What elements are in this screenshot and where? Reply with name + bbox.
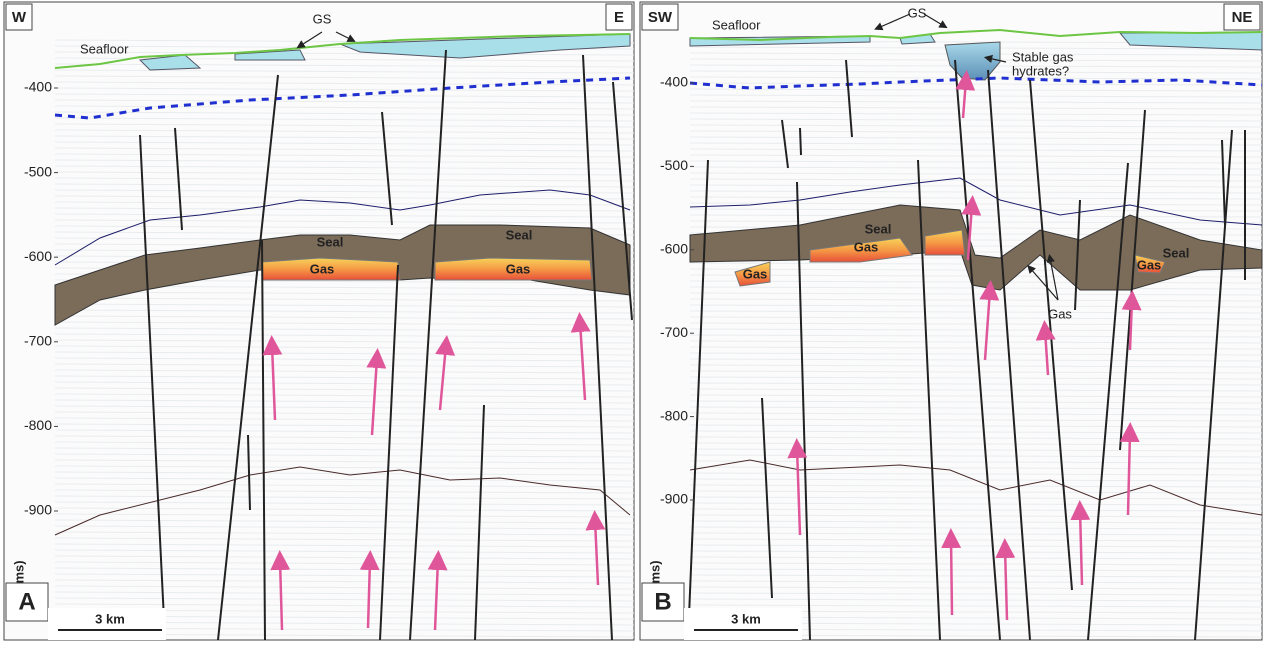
panels: -400-500-600-700-800-900TWT (ms)WEA3 kmS…	[4, 2, 1262, 640]
annotation: Gas	[506, 261, 531, 276]
figure: -400-500-600-700-800-900TWT (ms)WEA3 kmS…	[0, 0, 1264, 643]
annotation: Seal	[865, 221, 892, 236]
y-tick-label: -700	[24, 333, 52, 349]
corner-label: NE	[1232, 9, 1253, 26]
y-tick-label: -800	[24, 417, 52, 433]
scale-bar-label: 3 km	[95, 611, 125, 626]
corner-label: E	[614, 9, 624, 26]
annotation: Gas	[310, 261, 335, 276]
fault	[800, 128, 801, 155]
y-tick-label: -900	[24, 502, 52, 518]
annotation: Seafloor	[712, 17, 761, 32]
y-tick-label: -400	[24, 79, 52, 95]
panel-label: A	[18, 588, 35, 615]
y-tick-label: -600	[24, 248, 52, 264]
annotation: Stable gas	[1012, 49, 1074, 64]
y-tick-label: -900	[660, 491, 688, 507]
scale-bar-label: 3 km	[731, 611, 761, 626]
annotation: Seal	[317, 234, 344, 249]
fluid-migration-arrow	[951, 538, 952, 615]
y-tick-label: -500	[24, 163, 52, 179]
annotation: GS	[908, 5, 927, 20]
annotation: Gas	[1137, 257, 1162, 272]
y-tick-label: -800	[660, 407, 688, 423]
annotation: Gas	[1048, 306, 1072, 321]
panel-label: B	[654, 588, 671, 615]
annotation: Seal	[1163, 245, 1190, 260]
annotation: Gas	[854, 239, 879, 254]
annotation: Seal	[506, 227, 533, 242]
y-tick-label: -700	[660, 324, 688, 340]
annotation: hydrates?	[1012, 63, 1069, 78]
y-tick-label: -400	[660, 74, 688, 90]
y-tick-label: -600	[660, 241, 688, 257]
corner-label: W	[12, 9, 27, 26]
corner-label: SW	[648, 9, 673, 26]
annotation: GS	[313, 11, 332, 26]
annotation: Gas	[743, 266, 768, 281]
y-tick-label: -500	[660, 157, 688, 173]
annotation: Seafloor	[80, 41, 129, 56]
